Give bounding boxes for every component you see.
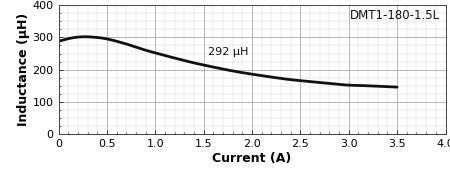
Text: 292 μH: 292 μH	[208, 47, 249, 57]
X-axis label: Current (A): Current (A)	[212, 152, 292, 165]
Y-axis label: Inductance (μH): Inductance (μH)	[17, 13, 30, 126]
Text: DMT1-180-1.5L: DMT1-180-1.5L	[350, 9, 440, 22]
